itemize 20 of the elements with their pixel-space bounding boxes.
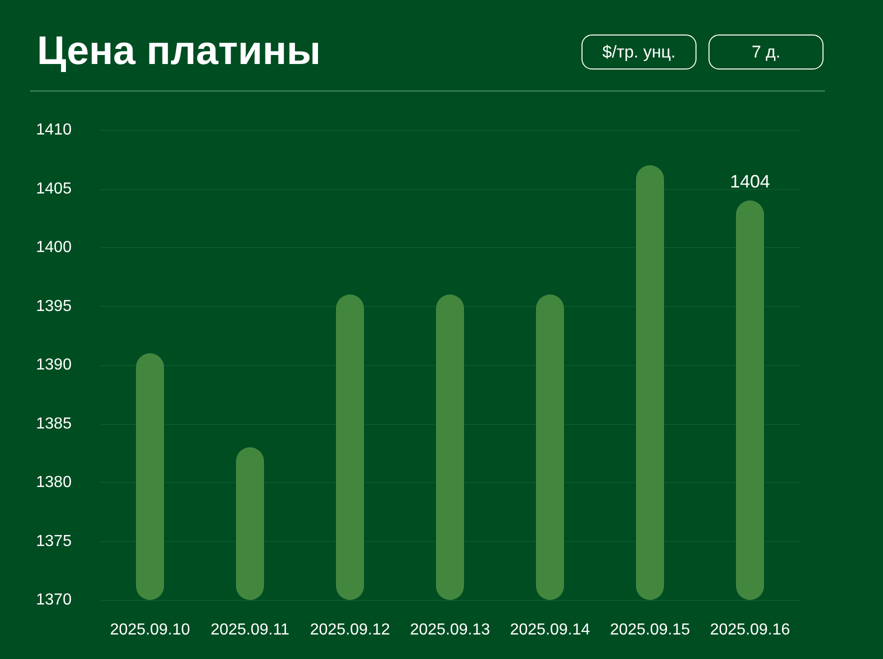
y-tick-label: 1385 <box>36 415 72 432</box>
text: $/тр. унц. <box>602 42 676 62</box>
data-label: 1404 <box>730 172 770 192</box>
y-tick-label: 1405 <box>36 180 72 198</box>
y-tick-label: 1395 <box>36 298 72 315</box>
x-tick-label: 2025.09.10 <box>110 622 190 638</box>
x-tick-label: 2025.09.14 <box>510 622 590 638</box>
y-tick-label: 1390 <box>36 356 72 374</box>
y-tick-label: 1370 <box>36 592 72 608</box>
chart-title: Цена платины <box>37 29 321 73</box>
y-tick-label: 1380 <box>36 474 72 491</box>
x-tick-label: 2025.09.11 <box>210 622 290 638</box>
x-tick-label: 2025.09.15 <box>610 622 690 638</box>
y-tick-label: 1375 <box>36 532 72 550</box>
x-tick-label: 2025.09.16 <box>710 622 790 638</box>
x-tick-label: 2025.09.12 <box>310 622 390 638</box>
y-tick-label: 1400 <box>36 239 72 256</box>
x-tick-label: 2025.09.13 <box>410 622 490 638</box>
text: 7 д. <box>752 42 780 62</box>
y-tick-label: 1410 <box>36 122 72 138</box>
